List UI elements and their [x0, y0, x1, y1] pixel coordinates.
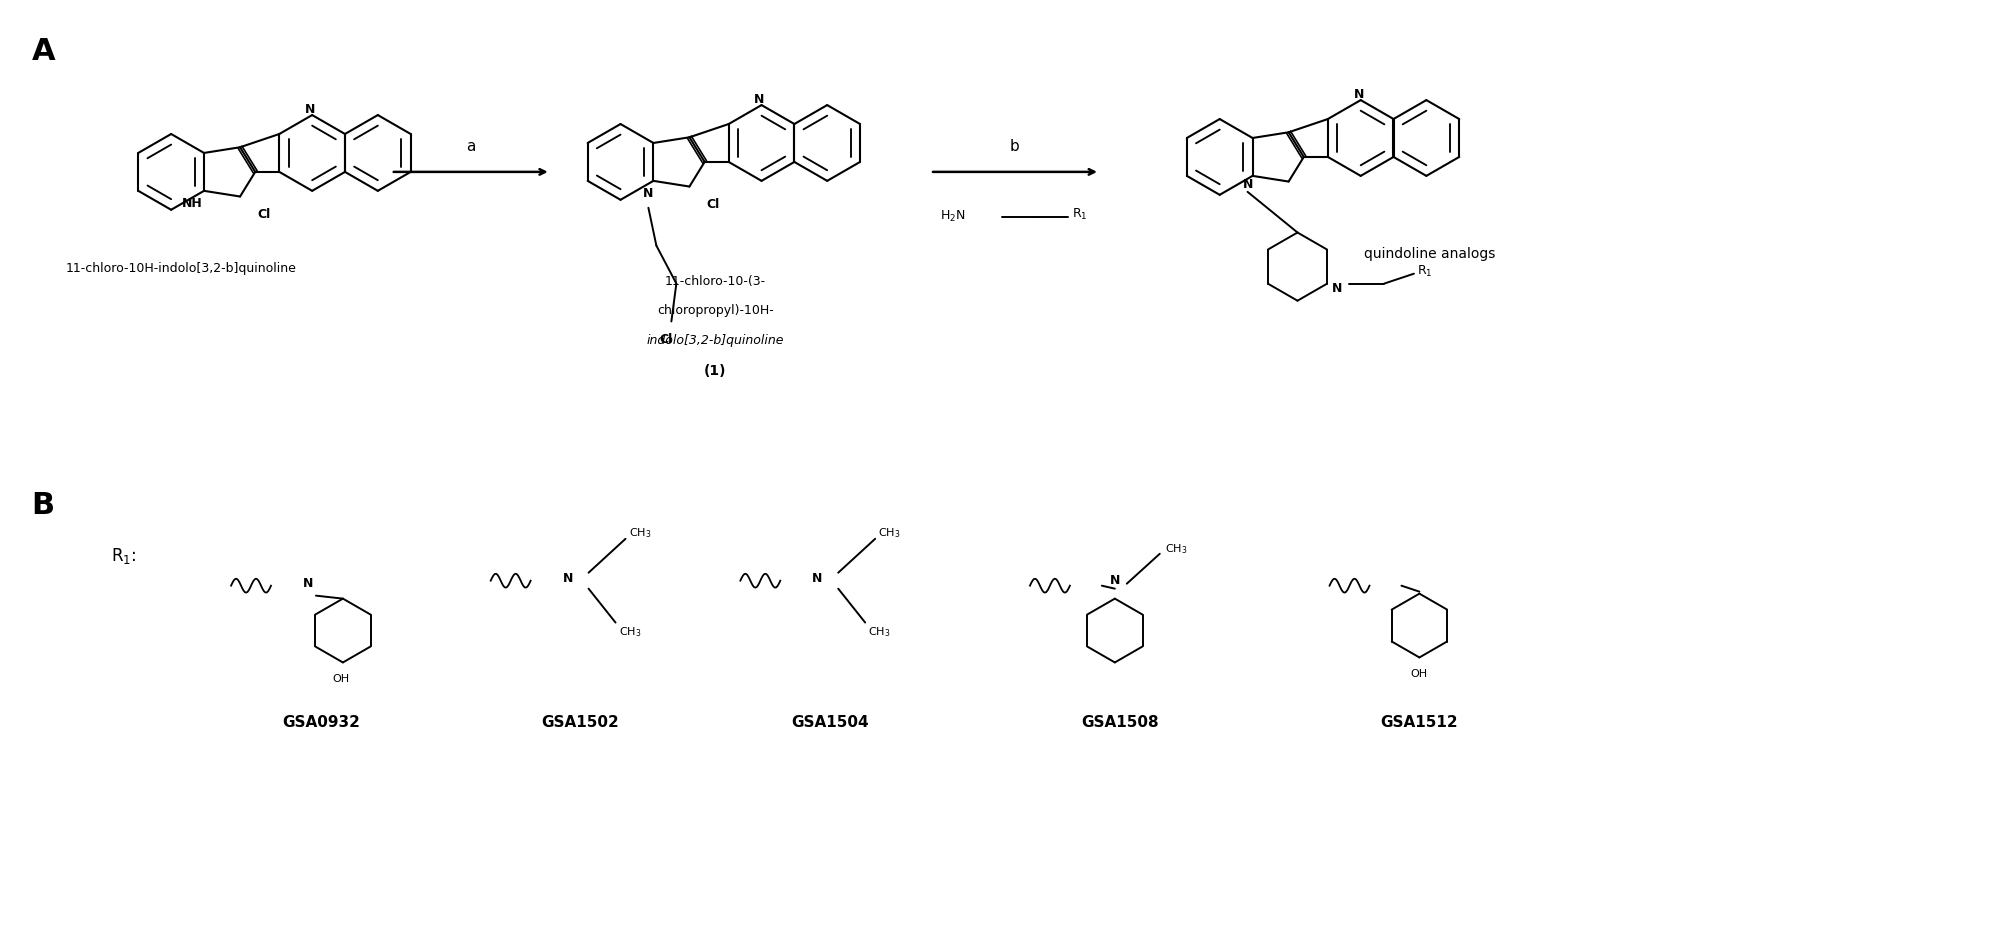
Text: N: N: [1354, 88, 1364, 101]
Text: GSA0932: GSA0932: [282, 715, 360, 730]
Text: 11-chloro-10-(3-: 11-chloro-10-(3-: [664, 274, 766, 288]
Text: Cl: Cl: [706, 198, 720, 211]
Text: CH$_3$: CH$_3$: [868, 625, 890, 639]
Text: GSA1508: GSA1508: [1082, 715, 1158, 730]
Text: R$_1$:: R$_1$:: [112, 546, 136, 566]
Text: GSA1512: GSA1512: [1380, 715, 1458, 730]
Text: b: b: [1010, 139, 1020, 154]
Text: indolo[3,2-b]quinoline: indolo[3,2-b]quinoline: [646, 334, 784, 347]
Text: chloropropyl)-10H-: chloropropyl)-10H-: [658, 305, 774, 318]
Text: N: N: [1242, 179, 1252, 191]
Text: N: N: [562, 572, 572, 586]
Text: N: N: [812, 572, 822, 586]
Text: N: N: [644, 187, 654, 201]
Text: N: N: [302, 577, 314, 590]
Text: R$_1$: R$_1$: [1416, 264, 1432, 279]
Text: OH: OH: [332, 674, 350, 684]
Text: (1): (1): [704, 364, 726, 378]
Text: CH$_3$: CH$_3$: [628, 526, 652, 540]
Text: a: a: [466, 139, 476, 154]
Text: GSA1504: GSA1504: [792, 715, 870, 730]
Text: Cl: Cl: [660, 333, 672, 346]
Text: CH$_3$: CH$_3$: [878, 526, 900, 540]
Text: OH: OH: [1410, 670, 1428, 679]
Text: R$_1$: R$_1$: [1072, 207, 1088, 222]
Text: H$_2$N: H$_2$N: [940, 209, 966, 224]
Text: A: A: [32, 37, 54, 66]
Text: N: N: [754, 93, 764, 106]
Text: NH: NH: [182, 198, 202, 210]
Text: Cl: Cl: [258, 208, 270, 220]
Text: GSA1502: GSA1502: [542, 715, 620, 730]
Text: CH$_3$: CH$_3$: [618, 625, 642, 639]
Text: quindoline analogs: quindoline analogs: [1364, 247, 1496, 261]
Text: 11-chloro-10H-indolo[3,2-b]quinoline: 11-chloro-10H-indolo[3,2-b]quinoline: [66, 262, 296, 274]
Text: CH$_3$: CH$_3$: [1164, 542, 1188, 555]
Text: B: B: [32, 491, 54, 520]
Text: N: N: [1110, 573, 1120, 587]
Text: N: N: [1332, 282, 1342, 295]
Text: N: N: [304, 103, 316, 115]
